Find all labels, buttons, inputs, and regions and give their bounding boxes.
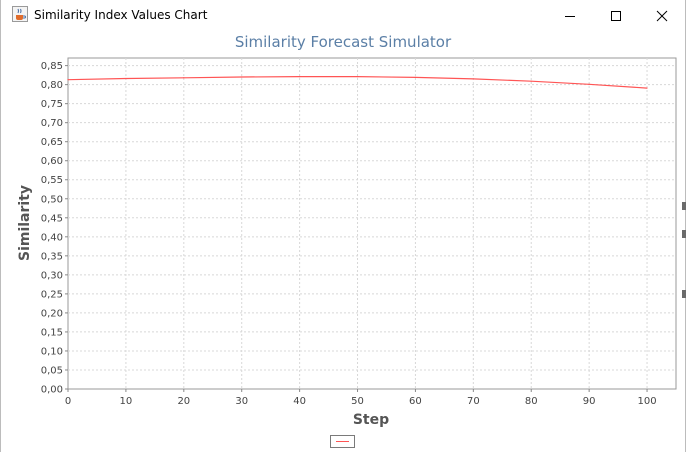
y-tick-label: 0,55	[41, 175, 63, 186]
close-icon	[656, 10, 668, 21]
y-axis: 0,00 0,05 0,10 0,15 0,20 0,25 0,30 0,35 0,40 0,45…	[41, 61, 68, 396]
close-button[interactable]	[639, 0, 685, 31]
x-tick-label: 50	[351, 396, 364, 407]
y-tick-label: 0,85	[41, 61, 63, 72]
legend-series-swatch	[336, 441, 349, 442]
x-axis: 0 10 20 30 40 50 60 70 80 90 100	[65, 389, 657, 407]
line-chart: Similarity Forecast Simulator 0,000,050,…	[17, 33, 677, 428]
y-tick-label: 0,45	[41, 213, 63, 224]
x-tick-label: 30	[235, 396, 248, 407]
minimize-button[interactable]	[547, 0, 593, 31]
data-point	[67, 79, 69, 81]
data-point	[414, 76, 417, 79]
y-tick-label: 0,65	[41, 137, 63, 148]
data-point	[472, 78, 474, 80]
legend	[330, 435, 355, 448]
chart-panel: Similarity Forecast Simulator 0,00 0,05 0,…	[1, 31, 685, 452]
x-tick-label: 100	[638, 396, 657, 407]
x-tick-label: 0	[65, 396, 71, 407]
y-tick-label: 0,25	[41, 289, 63, 300]
y-tick-label: 0,20	[41, 308, 63, 319]
x-tick-label: 80	[525, 396, 538, 407]
grid-lines	[68, 58, 676, 389]
x-tick-label: 10	[120, 396, 133, 407]
y-tick-label: 0,10	[41, 346, 63, 357]
x-tick-label: 90	[583, 396, 596, 407]
data-point	[125, 77, 127, 80]
y-tick-label: 0,05	[41, 365, 63, 376]
x-axis-label: Step	[353, 412, 389, 428]
background-window-edge	[682, 202, 686, 298]
plot-area	[67, 57, 677, 390]
window-title: Similarity Index Values Chart	[34, 8, 208, 22]
java-cup-icon	[12, 6, 28, 22]
data-point	[299, 76, 301, 78]
y-tick-label: 0,40	[41, 232, 63, 243]
maximize-icon	[611, 10, 621, 21]
data-point	[646, 87, 648, 89]
y-tick-label: 0,00	[41, 385, 63, 396]
data-point	[356, 76, 359, 78]
data-point	[530, 80, 532, 82]
data-point	[183, 77, 185, 79]
series-layer	[67, 75, 648, 89]
y-tick-label: 0,75	[41, 99, 63, 110]
y-tick-label: 0,70	[41, 118, 63, 129]
title-bar[interactable]: Similarity Index Values Chart	[1, 0, 685, 31]
y-tick-label: 0,35	[41, 251, 63, 262]
x-tick-label: 40	[293, 396, 306, 407]
y-tick-label: 0,30	[41, 270, 63, 281]
y-tick-label: 0,50	[41, 194, 63, 205]
x-tick-label: 20	[177, 396, 190, 407]
chart-title: Similarity Forecast Simulator	[235, 33, 452, 51]
data-point	[241, 76, 243, 78]
x-tick-label: 60	[409, 396, 422, 407]
y-tick-label: 0,60	[41, 156, 63, 167]
x-tick-label: 70	[467, 396, 480, 407]
data-point	[588, 83, 590, 85]
maximize-button[interactable]	[593, 0, 639, 31]
y-axis-label: Similarity	[17, 185, 33, 261]
y-tick-label: 0,15	[41, 327, 63, 338]
minimize-icon	[565, 15, 575, 17]
y-tick-label: 0,80	[41, 80, 63, 91]
